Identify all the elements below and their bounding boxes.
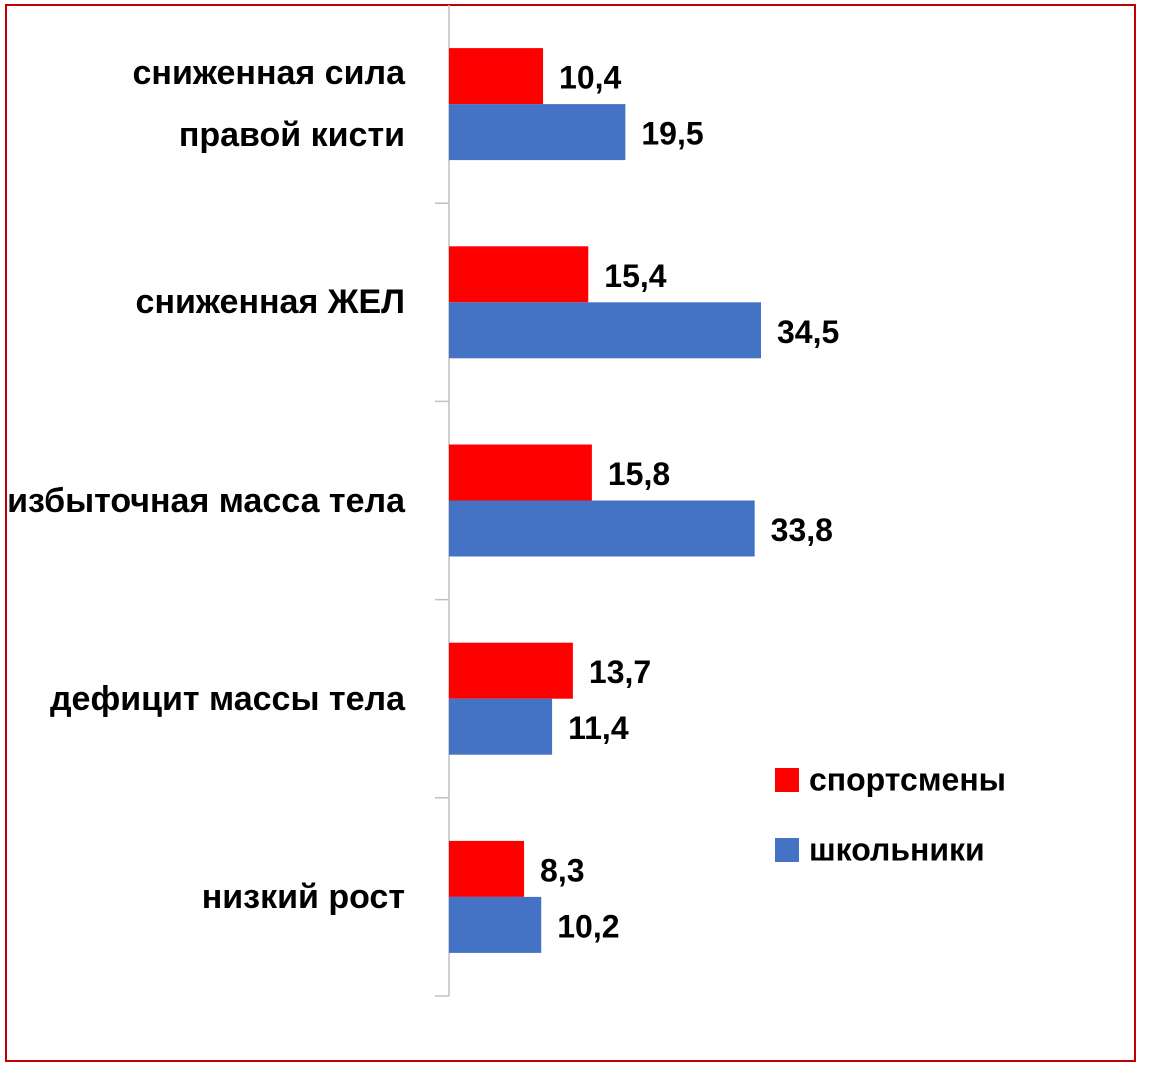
chart-border <box>5 4 1136 1062</box>
bar <box>449 896 542 953</box>
data-label: 13,7 <box>589 654 651 690</box>
bar <box>449 642 573 699</box>
legend-swatch <box>775 838 799 862</box>
bar <box>449 104 626 161</box>
bar <box>449 48 544 105</box>
category-label: избыточная масса тела <box>7 481 405 520</box>
category-label: сниженная ЖЕЛ <box>135 283 405 322</box>
data-label: 11,4 <box>568 710 629 746</box>
legend-label: школьники <box>809 831 985 867</box>
bar <box>449 302 761 359</box>
data-label: 33,8 <box>771 512 833 548</box>
legend-swatch <box>775 768 799 792</box>
data-label: 34,5 <box>777 314 839 350</box>
category-label: сниженная сила правой кисти <box>132 54 406 155</box>
bar <box>449 500 755 557</box>
data-label: 15,4 <box>604 258 666 294</box>
bar <box>449 246 589 303</box>
data-label: 10,4 <box>559 60 621 96</box>
data-label: 10,2 <box>557 908 619 944</box>
legend-label: спортсмены <box>809 761 1006 797</box>
bar <box>449 444 592 501</box>
category-label: низкий рост <box>201 877 405 916</box>
data-label: 8,3 <box>540 852 584 888</box>
bar <box>449 698 553 755</box>
bar <box>449 840 525 897</box>
category-label: дефицит массы тела <box>49 679 405 718</box>
data-label: 15,8 <box>608 456 670 492</box>
data-label: 19,5 <box>641 116 703 152</box>
